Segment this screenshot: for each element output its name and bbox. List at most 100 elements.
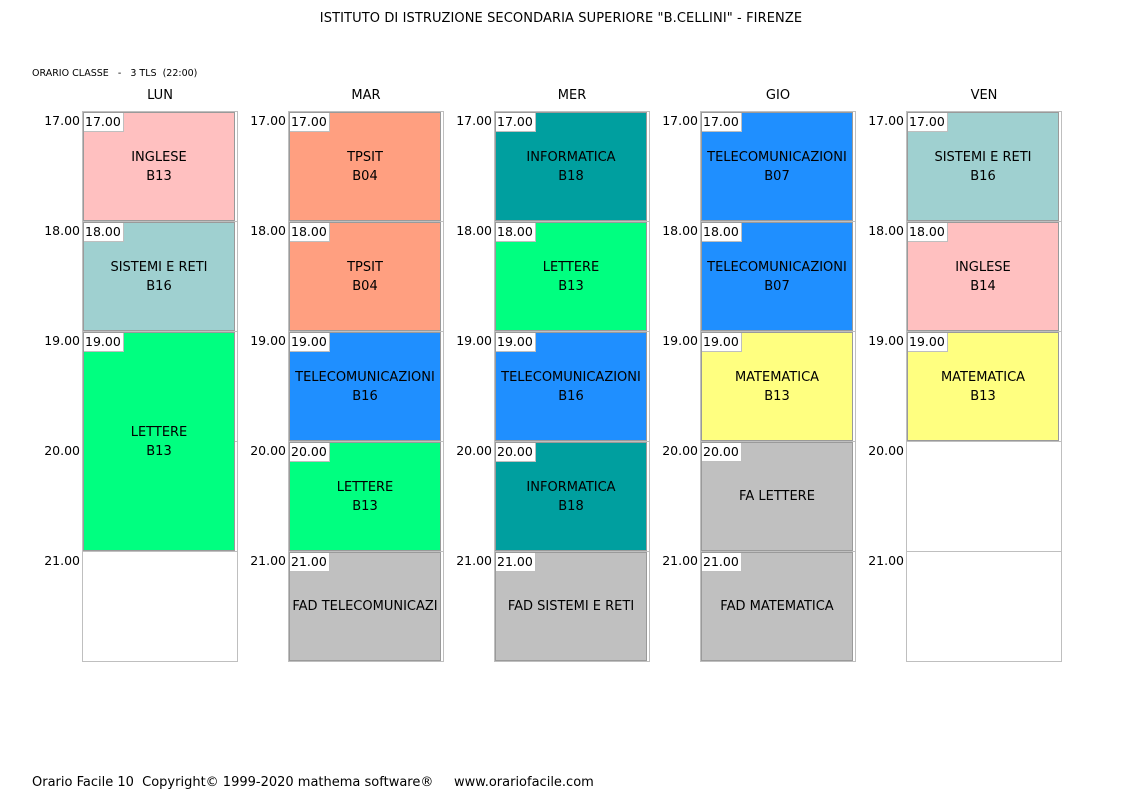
lesson-room: B13 [558, 278, 584, 294]
lesson-start-time: 19.00 [84, 333, 124, 352]
lesson-room: B07 [764, 278, 790, 294]
row-divider [906, 551, 1062, 552]
lesson-subject: LETTERE [130, 424, 188, 440]
lesson-subject: MATEMATICA [734, 369, 820, 385]
time-label: 18.00 [44, 223, 80, 238]
row-divider [700, 441, 856, 442]
time-label: 18.00 [868, 223, 904, 238]
row-divider [494, 551, 650, 552]
time-label: 21.00 [250, 553, 286, 568]
lesson-cell[interactable]: 18.00 INGLESE B14 [907, 222, 1059, 331]
row-divider [700, 221, 856, 222]
lesson-cell[interactable]: 20.00 INFORMATICA B18 [495, 442, 647, 551]
lesson-room: B18 [558, 498, 584, 514]
lesson-cell[interactable]: 17.00 TPSIT B04 [289, 112, 441, 221]
lesson-cell[interactable]: 19.00 MATEMATICA B13 [701, 332, 853, 441]
lesson-start-time: 17.00 [702, 113, 742, 132]
lesson-subject: TELECOMUNICAZIONI [707, 149, 847, 165]
row-divider [906, 221, 1062, 222]
lesson-start-time: 20.00 [290, 443, 330, 462]
lesson-subject: TPSIT [347, 259, 383, 275]
lesson-room: B16 [352, 388, 378, 404]
lesson-cell[interactable]: 21.00 FAD TELECOMUNICAZI [289, 552, 441, 661]
row-divider [700, 551, 856, 552]
time-label: 20.00 [456, 443, 492, 458]
lesson-cell[interactable]: 19.00 LETTERE B13 [83, 332, 235, 551]
lesson-subject: TELECOMUNICAZIONI [295, 369, 435, 385]
lesson-cell[interactable]: 20.00 FA LETTERE [701, 442, 853, 551]
lesson-subject: INFORMATICA [526, 479, 616, 495]
lesson-start-time: 21.00 [290, 553, 330, 572]
lesson-start-time: 17.00 [496, 113, 536, 132]
lesson-room: B13 [352, 498, 378, 514]
lesson-start-time: 19.00 [702, 333, 742, 352]
lesson-subject: FA LETTERE [739, 489, 815, 504]
lesson-room: B13 [146, 168, 172, 184]
footer-copyright: Orario Facile 10 Copyright© 1999-2020 ma… [32, 775, 594, 790]
lesson-room: B16 [558, 388, 584, 404]
lesson-cell[interactable]: 17.00 INFORMATICA B18 [495, 112, 647, 221]
lesson-subject: SISTEMI E RETI [110, 259, 208, 275]
row-divider [494, 441, 650, 442]
lesson-start-time: 17.00 [84, 113, 124, 132]
time-label: 19.00 [662, 333, 698, 348]
row-divider [494, 331, 650, 332]
row-divider [82, 221, 238, 222]
lesson-start-time: 19.00 [496, 333, 536, 352]
lesson-cell[interactable]: 18.00 LETTERE B13 [495, 222, 647, 331]
lesson-start-time: 18.00 [908, 223, 948, 242]
time-label: 17.00 [44, 113, 80, 128]
row-divider [288, 441, 444, 442]
lesson-cell[interactable]: 18.00 TPSIT B04 [289, 222, 441, 331]
lesson-cell[interactable]: 17.00 SISTEMI E RETI B16 [907, 112, 1059, 221]
lesson-room: B13 [970, 388, 996, 404]
lesson-subject: FAD TELECOMUNICAZI [292, 599, 438, 614]
time-label: 19.00 [44, 333, 80, 348]
time-label: 17.00 [250, 113, 286, 128]
lesson-cell[interactable]: 17.00 TELECOMUNICAZIONI B07 [701, 112, 853, 221]
row-divider [906, 441, 1062, 442]
lesson-start-time: 21.00 [496, 553, 536, 572]
lesson-cell[interactable]: 18.00 TELECOMUNICAZIONI B07 [701, 222, 853, 331]
time-label: 18.00 [456, 223, 492, 238]
time-label: 17.00 [868, 113, 904, 128]
day-header-ven: VEN [970, 88, 998, 103]
lesson-room: B16 [970, 168, 996, 184]
time-label: 21.00 [44, 553, 80, 568]
time-label: 19.00 [250, 333, 286, 348]
lesson-subject: MATEMATICA [940, 369, 1026, 385]
lesson-subject: TPSIT [347, 149, 383, 165]
lesson-cell[interactable]: 19.00 TELECOMUNICAZIONI B16 [495, 332, 647, 441]
lesson-cell[interactable]: 21.00 FAD SISTEMI E RETI [495, 552, 647, 661]
row-divider [82, 551, 238, 552]
lesson-subject: LETTERE [336, 479, 394, 495]
time-label: 18.00 [662, 223, 698, 238]
lesson-subject: INGLESE [955, 259, 1011, 275]
lesson-start-time: 18.00 [84, 223, 124, 242]
lesson-room: B16 [146, 278, 172, 294]
class-label: ORARIO CLASSE - 3 TLS (22:00) [32, 68, 198, 79]
lesson-start-time: 18.00 [290, 223, 330, 242]
lesson-start-time: 18.00 [702, 223, 742, 242]
lesson-cell[interactable]: 20.00 LETTERE B13 [289, 442, 441, 551]
lesson-cell[interactable]: 17.00 INGLESE B13 [83, 112, 235, 221]
time-label: 21.00 [868, 553, 904, 568]
lesson-cell[interactable]: 19.00 TELECOMUNICAZIONI B16 [289, 332, 441, 441]
day-header-mar: MAR [351, 88, 381, 103]
time-label: 20.00 [662, 443, 698, 458]
time-label: 17.00 [456, 113, 492, 128]
lesson-start-time: 20.00 [496, 443, 536, 462]
lesson-room: B14 [970, 278, 996, 294]
lesson-room: B18 [558, 168, 584, 184]
lesson-start-time: 20.00 [702, 443, 742, 462]
lesson-cell[interactable]: 19.00 MATEMATICA B13 [907, 332, 1059, 441]
time-label: 20.00 [868, 443, 904, 458]
row-divider [494, 221, 650, 222]
lesson-cell[interactable]: 21.00 FAD MATEMATICA [701, 552, 853, 661]
time-label: 18.00 [250, 223, 286, 238]
time-label: 21.00 [662, 553, 698, 568]
day-header-mer: MER [557, 88, 587, 103]
lesson-cell[interactable]: 18.00 SISTEMI E RETI B16 [83, 222, 235, 331]
time-label: 19.00 [868, 333, 904, 348]
lesson-subject: SISTEMI E RETI [934, 149, 1032, 165]
